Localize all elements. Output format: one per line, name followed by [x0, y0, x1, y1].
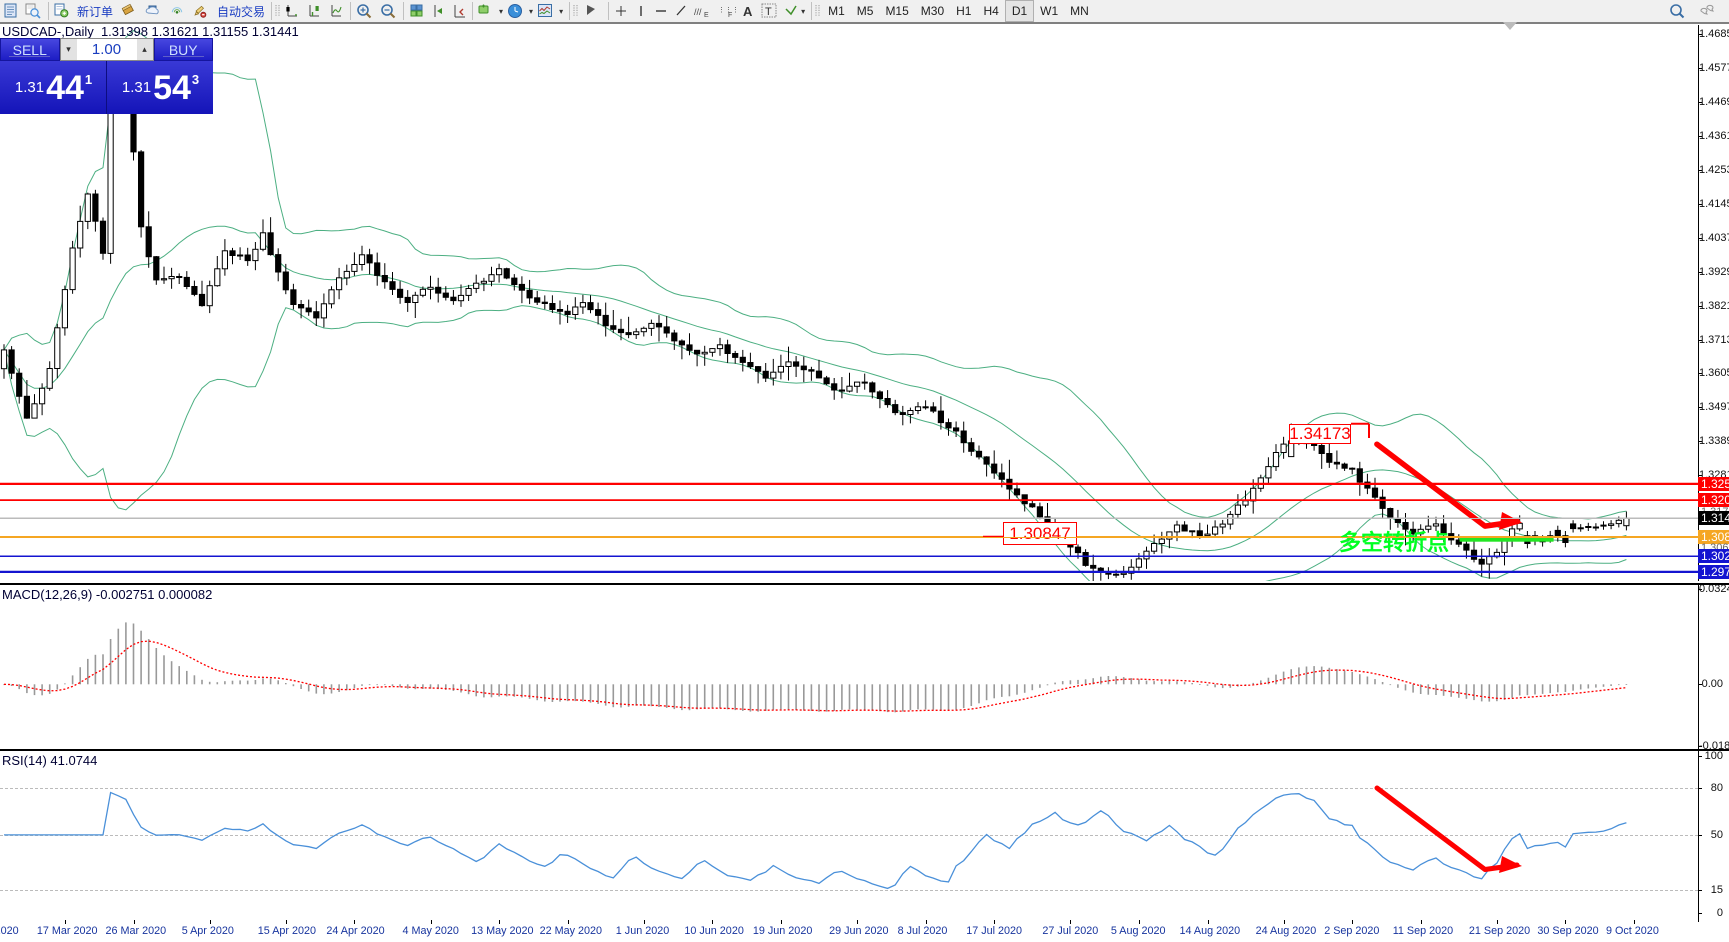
svg-text:F: F: [728, 12, 732, 19]
svg-text:E: E: [704, 12, 709, 19]
svg-text:A: A: [743, 4, 753, 19]
svg-text:T: T: [765, 6, 772, 18]
svg-text:///: ///: [694, 7, 702, 17]
